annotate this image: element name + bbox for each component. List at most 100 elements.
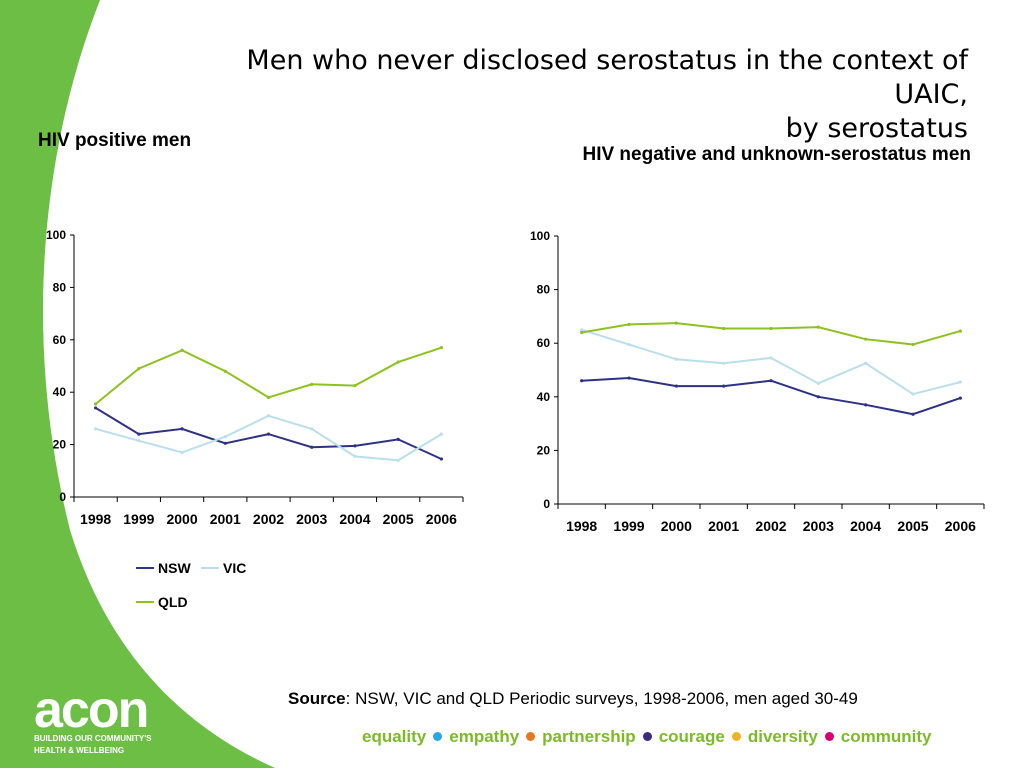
x-tick-label: 2005	[897, 518, 928, 534]
point-nsw	[137, 432, 141, 436]
x-tick-label: 2000	[166, 511, 197, 527]
value-word-diversity: diversity	[747, 727, 818, 746]
point-qld	[310, 382, 314, 386]
point-nsw	[353, 444, 357, 448]
legend-label-vic: VIC	[223, 560, 246, 576]
point-qld	[94, 402, 98, 406]
y-tick-label: 80	[53, 280, 67, 294]
point-nsw	[911, 412, 915, 416]
point-nsw	[223, 441, 227, 445]
title-line-3: by serostatus	[785, 113, 968, 144]
x-tick-label: 2006	[426, 511, 457, 527]
point-qld	[769, 326, 773, 331]
point-qld	[580, 330, 584, 335]
point-nsw	[180, 427, 184, 431]
value-word-equality: equality	[362, 727, 427, 746]
values-strip: equality empathy partnership courage diversi…	[362, 727, 931, 747]
point-vic	[94, 427, 98, 431]
point-vic	[769, 356, 773, 360]
x-tick-label: 2003	[296, 511, 327, 527]
point-nsw	[864, 403, 868, 407]
source-label: Source	[288, 689, 346, 708]
x-tick-label: 2006	[945, 518, 976, 534]
x-tick-label: 2003	[803, 518, 834, 534]
x-tick-label: 1999	[613, 518, 644, 534]
point-qld	[137, 367, 141, 371]
point-nsw	[674, 384, 678, 388]
point-vic	[353, 454, 357, 458]
value-dot-3	[731, 732, 741, 741]
y-tick-label: 20	[53, 438, 67, 452]
point-qld	[439, 346, 443, 350]
point-qld	[627, 322, 631, 327]
point-nsw	[439, 457, 443, 461]
value-dot-0	[433, 732, 443, 741]
point-vic	[310, 427, 314, 431]
point-vic	[816, 381, 820, 385]
logo-tagline-2: HEALTH & WELLBEING	[34, 746, 125, 755]
y-tick-label: 60	[537, 336, 551, 350]
point-nsw	[580, 379, 584, 383]
x-tick-label: 2000	[661, 518, 692, 534]
point-vic	[223, 435, 227, 439]
y-tick-label: 0	[59, 490, 66, 504]
point-qld	[353, 384, 357, 388]
legend-label-nsw: NSW	[158, 560, 191, 576]
y-tick-label: 40	[53, 385, 67, 399]
y-tick-label: 60	[53, 333, 67, 347]
series-line-qld	[581, 322, 961, 346]
point-nsw	[769, 379, 773, 383]
point-nsw	[958, 396, 962, 400]
chart-right-title: HIV negative and unknown-serostatus men	[582, 144, 971, 165]
point-nsw	[310, 445, 314, 449]
point-vic	[396, 458, 400, 462]
value-dot-1	[526, 732, 536, 741]
point-vic	[911, 392, 915, 396]
x-tick-label: 2002	[253, 511, 284, 527]
logo-tagline-1: BUILDING OUR COMMUNITY'S	[34, 734, 152, 743]
point-vic	[958, 380, 962, 384]
point-qld	[958, 329, 962, 333]
x-tick-label: 2001	[210, 511, 241, 527]
point-vic	[864, 361, 868, 365]
value-word-courage: courage	[658, 727, 725, 746]
source-text: : NSW, VIC and QLD Periodic surveys, 199…	[345, 689, 858, 708]
title-line-1: Men who never disclosed serostatus in th…	[246, 45, 968, 76]
value-word-community: community	[840, 727, 932, 746]
series-line-nsw	[581, 376, 961, 416]
point-vic	[137, 439, 141, 443]
slide-title: Men who never disclosed serostatus in th…	[168, 44, 968, 146]
title-line-2: UAIC,	[894, 79, 968, 110]
value-dot-2	[642, 732, 652, 741]
point-qld	[674, 321, 678, 325]
source-note: Source: NSW, VIC and QLD Periodic survey…	[288, 689, 858, 709]
point-nsw	[627, 376, 631, 380]
point-qld	[864, 337, 868, 341]
y-tick-label: 80	[537, 283, 551, 297]
point-nsw	[722, 384, 726, 388]
point-qld	[266, 395, 271, 400]
acon-logo: acon BUILDING OUR COMMUNITY'S HEALTH & W…	[34, 681, 152, 756]
y-tick-label: 40	[537, 390, 551, 404]
point-qld	[223, 369, 227, 373]
x-tick-label: 2002	[755, 518, 786, 534]
x-tick-label: 2005	[383, 511, 414, 527]
x-tick-label: 1998	[566, 518, 597, 534]
point-qld	[180, 348, 184, 352]
point-qld	[816, 325, 820, 329]
value-dot-4	[824, 732, 834, 741]
y-tick-label: 100	[530, 229, 550, 243]
point-vic	[580, 328, 584, 332]
point-vic	[627, 342, 631, 347]
y-tick-label: 0	[543, 497, 550, 511]
point-qld	[722, 326, 726, 331]
value-word-partnership: partnership	[542, 727, 636, 746]
point-qld	[396, 360, 400, 364]
point-nsw	[816, 395, 820, 399]
logo-wordmark: acon	[34, 681, 149, 739]
x-tick-label: 2004	[339, 511, 370, 527]
point-nsw	[94, 406, 98, 410]
